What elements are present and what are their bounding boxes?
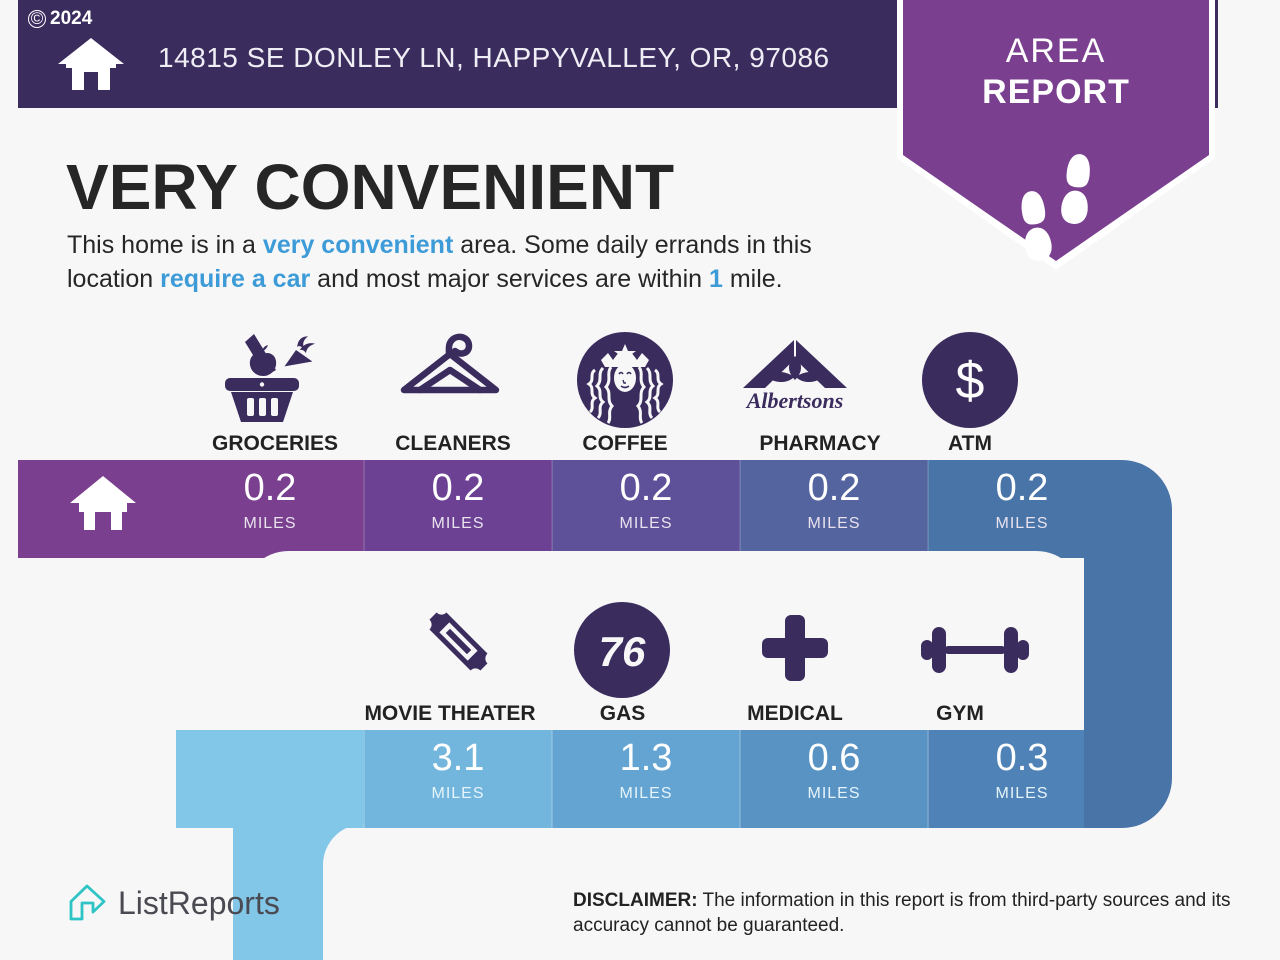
- svg-text:MILES: MILES: [995, 785, 1048, 802]
- svg-text:MILES: MILES: [995, 515, 1048, 532]
- svg-text:MILES: MILES: [807, 515, 860, 532]
- svg-text:MILES: MILES: [431, 785, 484, 802]
- svg-text:REPORT: REPORT: [982, 73, 1130, 111]
- svg-text:0.6: 0.6: [808, 737, 861, 779]
- svg-text:0.2: 0.2: [996, 467, 1049, 509]
- svg-text:0.2: 0.2: [620, 467, 673, 509]
- svg-text:MILES: MILES: [807, 785, 860, 802]
- svg-text:1.3: 1.3: [620, 737, 673, 779]
- svg-text:MILES: MILES: [431, 515, 484, 532]
- svg-text:MILES: MILES: [619, 515, 672, 532]
- svg-text:0.2: 0.2: [808, 467, 861, 509]
- svg-text:0.2: 0.2: [432, 467, 485, 509]
- svg-text:76: 76: [599, 628, 646, 675]
- svg-text:3.1: 3.1: [432, 737, 485, 779]
- svg-text:AREA: AREA: [1006, 32, 1107, 70]
- svg-text:0.2: 0.2: [244, 467, 297, 509]
- svg-text:MILES: MILES: [243, 515, 296, 532]
- svg-text:0.3: 0.3: [996, 737, 1049, 779]
- svg-text:MILES: MILES: [619, 785, 672, 802]
